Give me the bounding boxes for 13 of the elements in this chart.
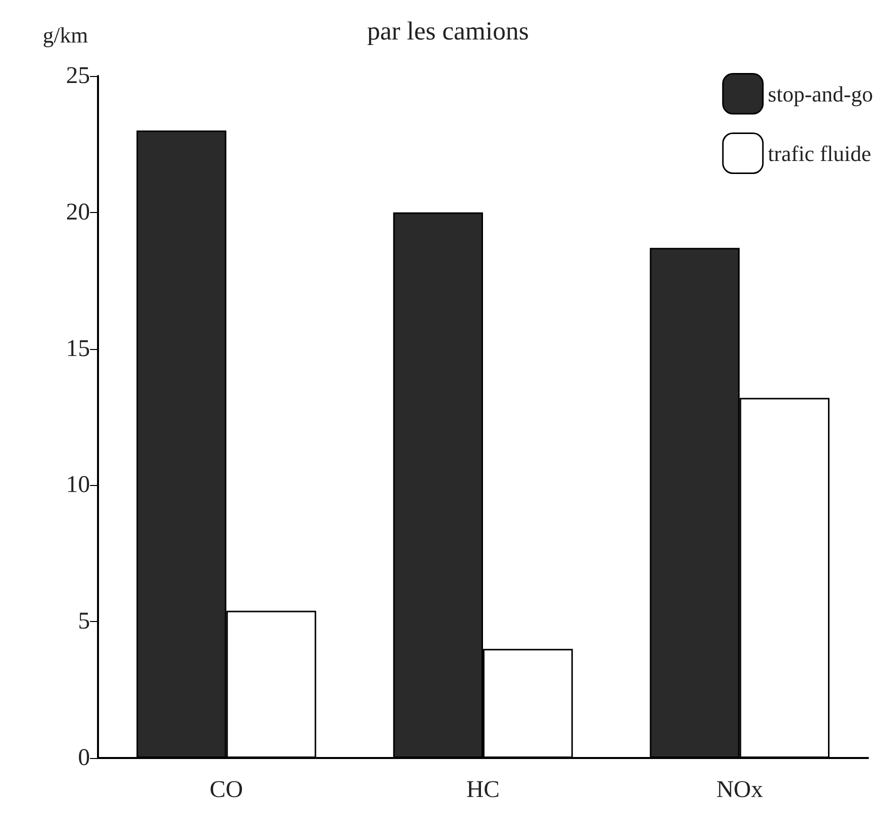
y-axis-title: g/km [42, 22, 88, 48]
legend-label: stop-and-go [768, 81, 874, 106]
y-tick-label: 5 [78, 608, 90, 635]
y-tick-label: 20 [66, 199, 90, 226]
x-tick-label: HC [466, 777, 500, 803]
y-tick-label: 0 [78, 745, 90, 771]
x-tick-label: CO [210, 777, 244, 803]
y-tick-label: 25 [66, 63, 90, 89]
x-tick-label: NOx [716, 777, 764, 803]
y-tick-label: 15 [66, 336, 90, 362]
y-tick-label: 10 [66, 472, 90, 498]
chart-title: par les camions [367, 16, 529, 46]
legend-label: trafic fluide [768, 140, 872, 166]
